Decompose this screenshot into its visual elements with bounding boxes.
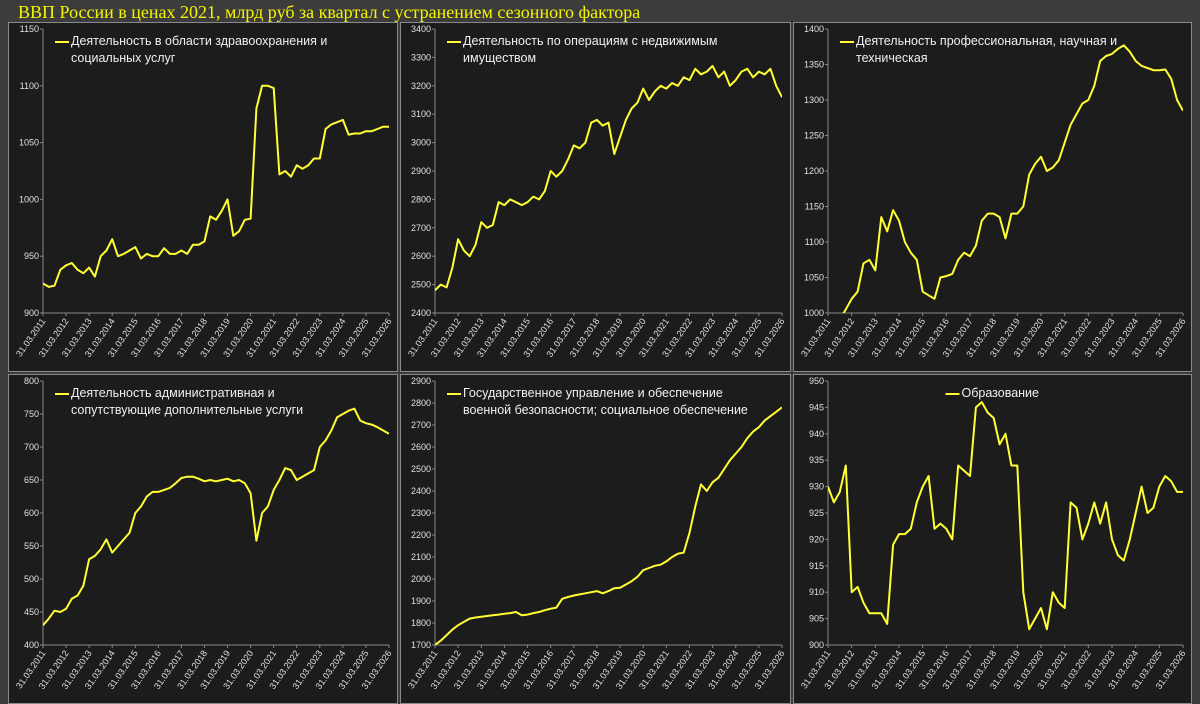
line-series [43, 407, 389, 626]
chart-panel: 900 905 910 915 920 925 930 935 940 945 950 31.03.2… [793, 374, 1192, 704]
chart-panel: 2400 2500 2600 2700 2800 2900 3000 3100 3200 3300… [400, 22, 791, 372]
chart: 900950100010501100115031.03.201131.03.20… [14, 24, 394, 359]
y-tick-label: 1150 [805, 202, 824, 212]
legend-label: Деятельность в области здравоохранения и… [71, 34, 328, 65]
y-tick-label: 925 [809, 508, 824, 518]
y-tick-label: 900 [809, 640, 824, 650]
y-tick-label: 3200 [411, 81, 431, 91]
y-tick-label: 2400 [411, 308, 431, 318]
y-tick-label: 950 [809, 376, 824, 386]
y-tick-label: 1000 [19, 194, 39, 204]
y-tick-label: 2000 [411, 574, 431, 584]
y-tick-label: 700 [24, 442, 39, 452]
y-tick-label: 3100 [411, 109, 431, 119]
legend-label: Деятельность профессиональная, научная и… [856, 34, 1118, 65]
legend-label: Деятельность административная и сопутств… [71, 386, 304, 417]
y-tick-label: 1400 [804, 24, 824, 34]
y-tick-label: 2600 [411, 251, 431, 261]
y-tick-label: 930 [809, 482, 824, 492]
y-tick-label: 600 [24, 508, 39, 518]
y-tick-label: 2100 [411, 552, 431, 562]
y-tick-label: 450 [24, 607, 39, 617]
chart-panel: 1000 1050 1100 1150 1200 1250 1300 1350 1400 31.0… [793, 22, 1192, 372]
y-tick-label: 2600 [411, 442, 431, 452]
y-tick-label: 945 [809, 402, 824, 412]
y-tick-label: 750 [24, 409, 39, 419]
y-tick-label: 1200 [804, 166, 824, 176]
y-tick-label: 3400 [411, 24, 431, 34]
line-series [842, 44, 1183, 313]
y-tick-label: 2300 [411, 508, 431, 518]
y-tick-label: 400 [24, 640, 39, 650]
chart: 40045050055060065070075080031.03.201131.… [14, 376, 394, 691]
y-tick-label: 935 [809, 455, 824, 465]
y-tick-label: 905 [809, 614, 824, 624]
legend-label: Государственное управление и обеспечение… [463, 386, 748, 417]
chart: 10001050110011501200125013001350140031.0… [799, 24, 1188, 359]
legend-label: Деятельность по операциям с недвижимым и… [463, 34, 718, 65]
y-tick-label: 1800 [411, 618, 431, 628]
y-tick-label: 800 [24, 376, 39, 386]
y-tick-label: 2700 [411, 420, 431, 430]
chart: 2400 2500 2600 2700 2800 2900 3000 3100 3200 3300… [406, 24, 787, 359]
chart-panel: 1700 1800 1900 2000 2100 2200 2300 2400 2500 2600… [400, 374, 791, 704]
line-series [43, 84, 389, 288]
chart-panel: 400 450 500 550 600 650 700 750 800 31.03.2011 31.… [8, 374, 398, 704]
y-tick-label: 940 [809, 429, 824, 439]
y-tick-label: 3300 [411, 52, 431, 62]
y-tick-label: 1000 [804, 308, 824, 318]
y-tick-label: 1300 [804, 95, 824, 105]
chart: 90090591091592092593093594094595031.03.2… [799, 376, 1188, 691]
chart-panel: 900 950 1000 1050 1100 1150 31.03.2011 31.03.20… [8, 22, 398, 372]
y-tick-label: 900 [24, 308, 39, 318]
page-title: ВВП России в ценах 2021, млрд руб за ква… [18, 2, 641, 22]
legend-label: Образование [961, 386, 1039, 400]
y-tick-label: 1250 [804, 131, 824, 141]
y-tick-label: 1350 [804, 60, 824, 70]
y-tick-label: 3000 [411, 138, 431, 148]
y-tick-label: 2800 [411, 194, 431, 204]
y-tick-label: 2200 [411, 530, 431, 540]
y-tick-label: 1900 [411, 596, 431, 606]
y-tick-label: 500 [24, 574, 39, 584]
y-tick-label: 2900 [411, 166, 431, 176]
chart: 1700 1800 1900 2000 2100 2200 2300 2400 2500 2600… [406, 376, 787, 691]
y-tick-label: 2400 [411, 486, 431, 496]
y-tick-label: 910 [809, 587, 824, 597]
line-series [435, 406, 782, 645]
y-tick-label: 2900 [411, 376, 431, 386]
y-tick-label: 550 [24, 541, 39, 551]
y-tick-label: 1050 [804, 273, 824, 283]
line-series [435, 64, 782, 292]
y-tick-label: 1050 [19, 138, 39, 148]
y-tick-label: 1100 [805, 237, 824, 247]
y-tick-label: 1700 [411, 640, 431, 650]
y-tick-label: 2500 [411, 464, 431, 474]
y-tick-label: 915 [809, 561, 824, 571]
y-tick-label: 920 [809, 534, 824, 544]
line-series [828, 401, 1183, 631]
y-tick-label: 1100 [20, 81, 39, 91]
y-tick-label: 1150 [20, 24, 39, 34]
y-tick-label: 2700 [411, 223, 431, 233]
y-tick-label: 950 [24, 251, 39, 261]
y-tick-label: 650 [24, 475, 39, 485]
y-tick-label: 2800 [411, 398, 431, 408]
y-tick-label: 2500 [411, 280, 431, 290]
